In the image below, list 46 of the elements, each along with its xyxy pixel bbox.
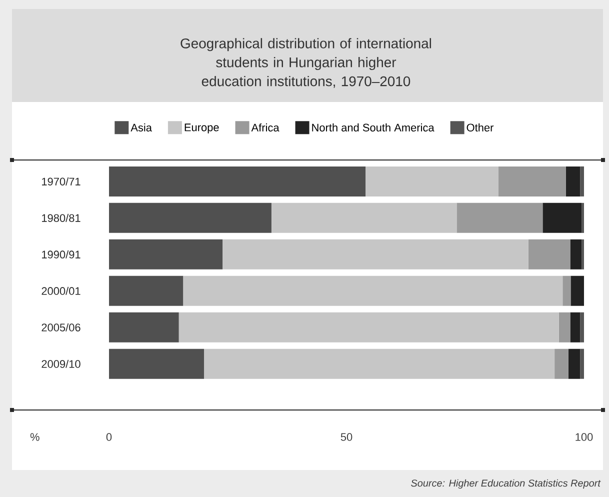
y-tick-label: 1980/81	[42, 214, 80, 222]
y-tick-label: 1990/91	[42, 250, 80, 258]
bar	[582, 239, 584, 270]
bar	[109, 312, 179, 342]
bar	[109, 348, 204, 379]
bar	[554, 348, 568, 379]
bar	[178, 312, 559, 342]
bar	[566, 166, 580, 196]
bar	[542, 202, 582, 233]
legend-label: Other	[466, 123, 494, 132]
bar	[562, 276, 571, 306]
bar	[580, 312, 584, 342]
bar	[570, 312, 580, 342]
bar	[109, 202, 272, 233]
bar	[183, 276, 563, 306]
bar	[366, 166, 499, 196]
x-axis-title: %	[30, 433, 40, 441]
bar	[109, 276, 184, 306]
bar	[570, 239, 582, 270]
bar	[580, 348, 584, 379]
y-tick-label: 1970/71	[42, 177, 80, 186]
bar	[222, 239, 528, 270]
bar	[271, 202, 457, 233]
y-tick-label: 2005/06	[42, 323, 80, 332]
x-tick-label: 50	[340, 433, 352, 441]
bar	[558, 312, 570, 342]
bar	[570, 276, 584, 306]
bar	[498, 166, 566, 196]
bar	[528, 239, 570, 270]
chart-title: Geographical distribution of international students in Hungarian higher education institutions, 1970–2010	[180, 38, 432, 88]
bar	[204, 348, 555, 379]
bar	[580, 166, 584, 196]
y-tick-label: 2009/10	[42, 360, 80, 368]
bar	[568, 348, 580, 379]
x-tick-label: 0	[106, 433, 112, 441]
legend-label: Africa	[251, 123, 280, 132]
bar	[109, 166, 366, 196]
legend-label: North and South America	[312, 123, 434, 132]
legend-label: Asia	[130, 123, 152, 132]
bar	[109, 239, 223, 270]
y-tick-label: 2000/01	[42, 286, 80, 295]
legend-label: Europe	[184, 124, 219, 134]
source-note: Source: Higher Education Statistics Report	[411, 479, 601, 489]
bar	[582, 202, 584, 233]
bar	[456, 202, 543, 233]
x-tick-label: 100	[576, 433, 593, 441]
